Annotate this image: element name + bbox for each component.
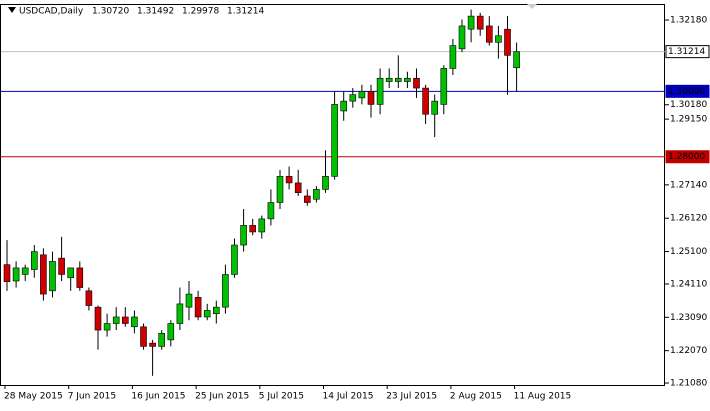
header-value: 1.30720 (92, 7, 129, 17)
y-tick-label: 1.27140 (670, 180, 707, 190)
candle-body (422, 87, 429, 115)
candle-body (313, 189, 320, 200)
candle-body (67, 267, 74, 279)
candle-body (167, 323, 175, 341)
candle-body (394, 77, 402, 82)
x-tick-label: 28 May 2015 (4, 392, 63, 402)
candle-body (112, 316, 120, 324)
menu-icon[interactable] (8, 7, 16, 13)
candle-body (131, 316, 138, 328)
candle-body (194, 297, 202, 318)
candle-body (176, 303, 184, 324)
candle-body (258, 218, 266, 233)
header-value: 1.31214 (227, 7, 264, 17)
plot-frame (0, 4, 665, 386)
shift-marker (527, 4, 537, 9)
header-value: 1.31492 (137, 7, 174, 17)
price-label: 1.28000 (668, 152, 705, 162)
candle-body (21, 267, 29, 275)
candle-body (467, 15, 475, 30)
candle-body (122, 316, 129, 324)
candle-body (222, 274, 229, 308)
candle-body (249, 225, 256, 233)
y-tick-label: 1.26120 (670, 214, 707, 224)
candle-body (440, 68, 448, 105)
candle-body (185, 293, 193, 308)
candle-body (513, 51, 520, 69)
candle-body (285, 176, 293, 184)
x-tick-label: 14 Jul 2015 (323, 392, 374, 402)
price-label-box (665, 150, 710, 164)
price-label: 1.31214 (668, 47, 705, 57)
candle-body (385, 77, 393, 82)
candle-body (476, 15, 484, 30)
candle-body (349, 94, 357, 102)
y-tick-label: 1.23090 (670, 313, 707, 323)
candle-body (85, 290, 93, 306)
candle-body (303, 195, 311, 203)
candle-body (485, 25, 493, 43)
candle-body (449, 45, 457, 69)
x-tick-label: 25 Jun 2015 (195, 392, 249, 402)
y-tick-label: 1.22070 (670, 346, 707, 356)
x-tick-label: 23 Jul 2015 (386, 392, 437, 402)
candle-body (367, 91, 375, 105)
candle-body (495, 35, 502, 43)
candle-body (231, 244, 238, 275)
symbol: USDCAD,Daily (19, 7, 84, 17)
y-tick-label: 1.24110 (670, 279, 707, 289)
candle-body (30, 251, 38, 270)
candle-body (413, 77, 420, 89)
y-tick-label: 1.25100 (670, 247, 707, 257)
candle-body (376, 77, 384, 105)
candle-body (404, 77, 411, 82)
candle-body (240, 225, 247, 246)
candle-body (458, 25, 466, 50)
candle-body (12, 267, 20, 282)
candle-body (103, 323, 111, 331)
candle-body (358, 91, 366, 99)
candle-body (58, 257, 65, 275)
y-tick-label: 1.21080 (670, 379, 707, 389)
x-tick-label: 16 Jun 2015 (131, 392, 185, 402)
candle-body (431, 100, 439, 115)
price-label-box (665, 84, 710, 98)
y-tick-label: 1.32180 (670, 16, 707, 26)
y-tick-label: 1.30180 (670, 100, 707, 110)
y-tick-label: 1.29150 (670, 115, 707, 125)
price-label: 1.30000 (668, 87, 705, 97)
x-tick-label: 7 Jun 2015 (68, 392, 116, 402)
candle-body (331, 104, 338, 177)
candle-body (267, 202, 275, 220)
candle-body (94, 306, 102, 331)
candle-body (149, 342, 156, 347)
candle-body (158, 333, 165, 347)
candle-body (140, 326, 147, 347)
x-tick-label: 2 Aug 2015 (450, 392, 502, 402)
candle-body (40, 254, 47, 295)
x-tick-label: 11 Aug 2015 (514, 392, 572, 402)
price-label-box (665, 45, 710, 59)
x-tick-label: 5 Jul 2015 (259, 392, 304, 402)
candle-body (76, 267, 84, 288)
candle-body (213, 306, 220, 315)
candle-body (322, 176, 329, 190)
candle-body (3, 264, 11, 282)
candle-body (504, 28, 511, 56)
candle-body (340, 100, 348, 112)
candle-body (276, 176, 284, 203)
header-value: 1.29978 (182, 7, 219, 17)
candle-body (49, 261, 56, 292)
candle-body (203, 310, 211, 318)
candle-body (294, 182, 302, 194)
